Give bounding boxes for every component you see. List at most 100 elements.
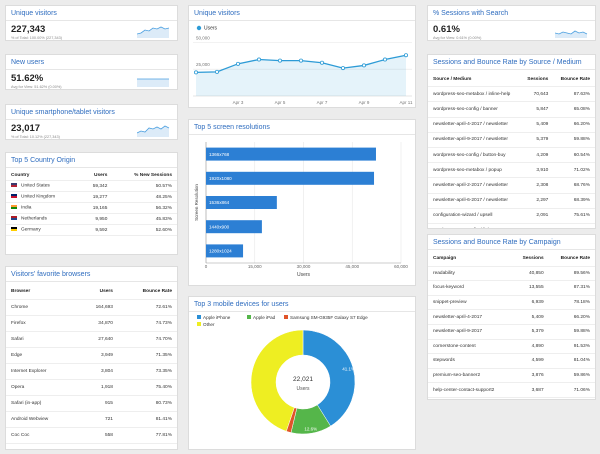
table-cell: 91.53%: [548, 339, 595, 355]
table-title: Sessions and Bounce Rate by Source / Med…: [428, 55, 595, 70]
table-cell: 75.61%: [553, 208, 595, 224]
table-row: Android Webview 721 81.41%: [6, 411, 177, 428]
pie-slice: [250, 329, 304, 432]
sparkline-area: [137, 126, 169, 137]
table-cell: 915: [76, 395, 118, 412]
table-row: newsletter-april-9-2017 / newsletter 5,37…: [428, 132, 595, 148]
data-table: Browser Users Bounce Rate Chrome 164,693 72.6…: [6, 284, 177, 449]
header-row: Country Users% New Sessions: [6, 170, 177, 181]
cell-text: newsletter-april-6-2017 / newsletter: [433, 198, 508, 204]
bar: [206, 244, 244, 258]
table-row: Coc Coc 558 77.81%: [6, 427, 177, 444]
legend-swatch: [197, 322, 201, 326]
table-cell: 34,870: [76, 315, 118, 332]
column-header: % New Sessions: [112, 170, 177, 181]
cell-text: newsletter-april-2-2017 / newsletter: [433, 182, 508, 188]
table-widget: Sessions and Bounce Rate by Campaign Camp…: [427, 234, 596, 400]
cell-text: 81.41%: [155, 417, 172, 422]
cell-text: premium-seo-banner2: [433, 373, 481, 379]
sparkline-line: [137, 26, 170, 35]
table-cell: 40,850: [512, 266, 549, 282]
table-cell: 19,277: [79, 191, 113, 203]
cell-text: 2,297: [536, 198, 549, 204]
sparkline-line: [555, 30, 588, 35]
column-header: Campaign: [428, 252, 513, 267]
table-cell: 3,910: [520, 162, 554, 179]
table-cell: 81.41%: [117, 411, 177, 428]
cell-text: 71.02%: [573, 167, 590, 173]
legend-label: Users: [204, 26, 218, 32]
scorecard-note: Avg for View: 51.62% (0.00%): [11, 85, 62, 89]
cell-text: 164,693: [95, 305, 113, 310]
table-cell: 5,379: [520, 132, 554, 148]
table-cell: 4,599: [512, 353, 549, 369]
table-row: newsletter-april-2-2017 / newsletter 2,30…: [428, 177, 595, 194]
table-cell: Safari: [6, 331, 77, 348]
x-tick-label: 0: [205, 264, 208, 269]
table-cell: 80.73%: [117, 395, 177, 412]
table-cell: 59.88%: [553, 132, 595, 148]
legend-label: Other: [203, 322, 215, 327]
table-cell: 77.42%: [117, 443, 177, 449]
chart-title: Top 3 mobile devices for users: [189, 297, 415, 312]
chart: Apple iPhone Apple iPad Samsung SM-G935F G…: [197, 315, 368, 435]
table-cell: 2,091: [520, 208, 554, 224]
cell-text: Germany: [21, 227, 41, 233]
table-cell: 2,297: [520, 193, 554, 209]
table-row: readability 40,850 89.56%: [428, 266, 595, 282]
sparkline: [137, 125, 170, 137]
scorecard-title: Unique smartphone/tablet visitors: [6, 105, 177, 120]
sparkline: [555, 30, 588, 38]
cell-text: 50.57%: [155, 183, 172, 189]
column-header: Browser: [6, 284, 77, 300]
cell-text: cornerstone-content: [433, 343, 476, 349]
sparkline: [137, 78, 169, 87]
table-cell: 59.59%: [548, 397, 595, 399]
header-row: Campaign Sessions Bounce Rate: [428, 252, 595, 267]
scorecard-title: New users: [6, 55, 177, 70]
table-cell: 78.18%: [548, 295, 595, 311]
cell-text: 3,687: [531, 387, 544, 393]
cell-text: 56.32%: [155, 205, 172, 211]
table-cell: 75.40%: [117, 379, 177, 396]
data-table: Campaign Sessions Bounce Rate readability 40…: [428, 252, 595, 399]
cell-text: 75.61%: [573, 213, 590, 219]
scorecard: New users 51.62% Avg for View: 51.62% (0.0…: [5, 54, 178, 90]
chart-widget: Top 3 mobile devices for users Apple iPho…: [188, 296, 416, 450]
bar-label: 1920x1080: [209, 176, 232, 181]
line-area: [196, 55, 406, 96]
cell-text: Chrome: [11, 305, 29, 310]
cell-text: 3,910: [536, 167, 549, 173]
cell-text: Edge: [11, 353, 23, 358]
table-cell: premium-seo-banner2: [428, 368, 513, 384]
cell-text: 1,918: [100, 385, 113, 390]
x-tick-label: Apr 7: [317, 100, 328, 105]
table-cell: Netherlands: [6, 213, 80, 225]
cell-text: 9,950: [95, 216, 108, 222]
legend-swatch: [197, 315, 201, 319]
table-cell: 27,640: [76, 331, 118, 348]
table-cell: 6,939: [512, 295, 549, 311]
line-point: [403, 53, 408, 58]
table-cell: 3,687: [512, 382, 549, 398]
table-row: wordpress-seo-config / link 1,950 55.44%: [428, 223, 595, 228]
scorecard-value: 51.62%: [11, 73, 44, 84]
cell-text: Safari (in-app): [11, 401, 42, 406]
table-row: Safari 27,640 74.70%: [6, 331, 177, 348]
cell-text: 2,308: [536, 182, 549, 188]
table-row: newsletter-april-4-2017 5,409 66.20%: [428, 309, 595, 325]
flag-icon: [11, 194, 17, 199]
table-row: Chrome 164,693 72.61%: [6, 299, 177, 316]
cell-text: 75.40%: [155, 385, 172, 390]
cell-text: 71.06%: [573, 387, 590, 393]
y-tick-label: 50,000: [196, 35, 210, 40]
bar-label: 1366x768: [209, 152, 230, 157]
table-row: extension-page-banners23,25759.59%: [428, 397, 595, 399]
table-cell: configuration-wizard / upsell: [428, 208, 521, 224]
chart-widget: Top 5 screen resolutions 0 15,000 30,000 45,…: [188, 119, 416, 286]
table-cell: 1,950: [520, 223, 554, 228]
table-row: wordpress-seo-metabox / inline-help 70,64…: [428, 86, 595, 103]
scorecard-note: % of Total: 10.12% (227,343): [11, 135, 60, 139]
cell-text: snippet-preview: [433, 300, 467, 306]
table-cell: Android Webview: [6, 411, 77, 428]
